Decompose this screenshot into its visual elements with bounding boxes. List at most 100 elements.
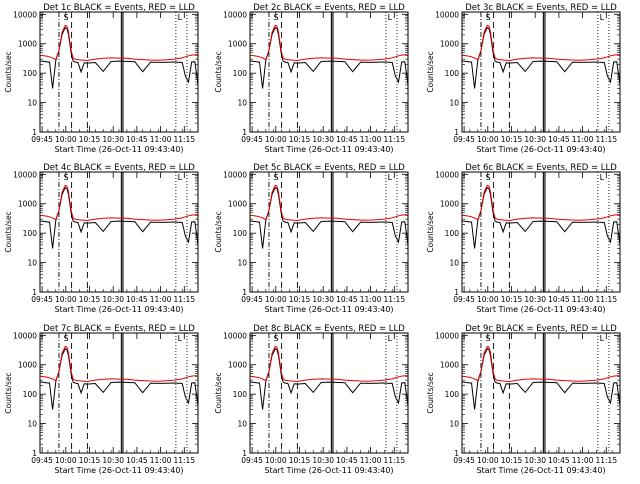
series-lld-line [461,184,621,222]
y-tick-label: 100 [23,229,38,238]
x-tick-label: 10:30 [102,135,124,144]
x-tick-label: 10:30 [102,456,124,465]
x-tick-label: 10:00 [55,456,77,465]
y-tick-label: 10 [27,420,37,429]
series-lld-line [249,24,409,62]
y-tick-label: 1000 [440,40,459,49]
x-tick-label: 10:45 [548,295,570,304]
x-tick-label: 11:00 [360,456,382,465]
x-tick-label: 11:15 [595,135,617,144]
y-axis-label: Counts/sec [214,211,223,252]
x-tick-label: 11:15 [383,295,405,304]
panel-det-5: Det 5c BLACK = Events, RED = LLD 1 10 100 10… [214,163,409,314]
flag-label-l: L [388,334,393,343]
x-tick-label: 10:45 [126,456,148,465]
panel-title: Det 9c BLACK = Events, RED = LLD [465,324,617,334]
panel-det-2: Det 2c BLACK = Events, RED = LLD 1 10 100 10… [214,3,409,154]
flag-label-l: L [600,173,605,182]
panel-det-1: Det 1c BLACK = Events, RED = LLD 1 10 100 10… [4,3,199,154]
y-tick-label: 1000 [228,200,247,209]
y-tick-label: 10 [449,259,459,268]
flag-label-s: S [64,13,69,22]
y-tick-label: 10 [237,99,247,108]
y-tick-label: 10000 [223,331,247,340]
y-tick-label: 10000 [223,10,247,19]
x-tick-label: 10:45 [126,295,148,304]
y-axis-label: Counts/sec [4,211,13,252]
y-axis-label: Counts/sec [214,372,223,413]
y-tick-label: 1 [242,288,247,297]
x-tick-label: 09:45 [453,135,475,144]
y-axis-label: Counts/sec [426,51,435,92]
x-tick-label: 10:15 [501,456,523,465]
x-tick-label: 11:15 [383,456,405,465]
series-events-line [39,348,199,410]
y-axis-label: Counts/sec [426,211,435,252]
y-tick-label: 1 [32,288,37,297]
panel-title: Det 3c BLACK = Events, RED = LLD [465,3,617,13]
series-events-line [249,27,409,89]
panel-det-6: Det 6c BLACK = Events, RED = LLD 1 10 100 10… [426,163,621,314]
x-axis-label: Start Time (26-Oct-11 09:43:40) [264,145,393,154]
x-axis-label: Start Time (26-Oct-11 09:43:40) [264,466,393,475]
x-tick-label: 09:45 [31,295,53,304]
panel-det-8: Det 8c BLACK = Events, RED = LLD 1 10 100 10… [214,324,409,475]
panel-det-9: Det 9c BLACK = Events, RED = LLD 1 10 100 10… [426,324,621,475]
x-axis-label: Start Time (26-Oct-11 09:43:40) [476,145,605,154]
series-events-line [249,348,409,410]
panel-det-3: Det 3c BLACK = Events, RED = LLD 1 10 100 10… [426,3,621,154]
panel-det-7: Det 7c BLACK = Events, RED = LLD 1 10 100 10… [4,324,199,475]
y-axis-label: Counts/sec [4,372,13,413]
y-tick-label: 1000 [18,361,37,370]
y-tick-label: 1000 [18,200,37,209]
series-lld-line [461,24,621,62]
x-tick-label: 10:00 [55,295,77,304]
x-tick-label: 11:15 [173,295,195,304]
x-tick-label: 10:00 [477,135,499,144]
x-tick-label: 09:45 [31,135,53,144]
series-events-line [249,187,409,249]
y-axis-label: Counts/sec [214,51,223,92]
x-tick-label: 10:45 [336,456,358,465]
y-tick-label: 10000 [435,170,459,179]
x-tick-label: 10:15 [501,295,523,304]
flag-label-l: L [178,173,183,182]
y-tick-label: 100 [445,69,460,78]
x-tick-label: 10:30 [312,456,334,465]
y-tick-label: 1 [32,449,37,458]
y-tick-label: 100 [445,229,460,238]
x-tick-label: 10:45 [336,295,358,304]
series-lld-line [249,184,409,222]
x-tick-label: 11:15 [173,456,195,465]
flag-label-s: S [486,13,491,22]
y-tick-label: 10 [27,99,37,108]
x-axis-label: Start Time (26-Oct-11 09:43:40) [54,145,183,154]
x-tick-label: 11:00 [360,295,382,304]
y-tick-label: 10000 [13,10,37,19]
series-events-line [461,348,621,410]
panel-title: Det 6c BLACK = Events, RED = LLD [465,163,617,173]
y-tick-label: 1 [242,128,247,137]
y-tick-label: 100 [233,229,248,238]
x-tick-label: 11:15 [595,295,617,304]
x-tick-label: 10:30 [312,135,334,144]
flag-label-l: L [388,173,393,182]
flag-label-s: S [274,173,279,182]
y-tick-label: 100 [23,390,38,399]
series-lld-line [39,24,199,62]
flag-label-l: L [388,13,393,22]
series-events-line [461,27,621,89]
flag-label-s: S [274,334,279,343]
x-tick-label: 10:00 [477,456,499,465]
series-lld-line [39,345,199,383]
x-tick-label: 11:00 [572,295,594,304]
x-tick-label: 10:30 [524,135,546,144]
y-tick-label: 1 [242,449,247,458]
panel-det-4: Det 4c BLACK = Events, RED = LLD 1 10 100 10… [4,163,199,314]
x-tick-label: 09:45 [241,135,263,144]
y-tick-label: 1000 [18,40,37,49]
y-tick-label: 10000 [223,170,247,179]
series-lld-line [461,345,621,383]
